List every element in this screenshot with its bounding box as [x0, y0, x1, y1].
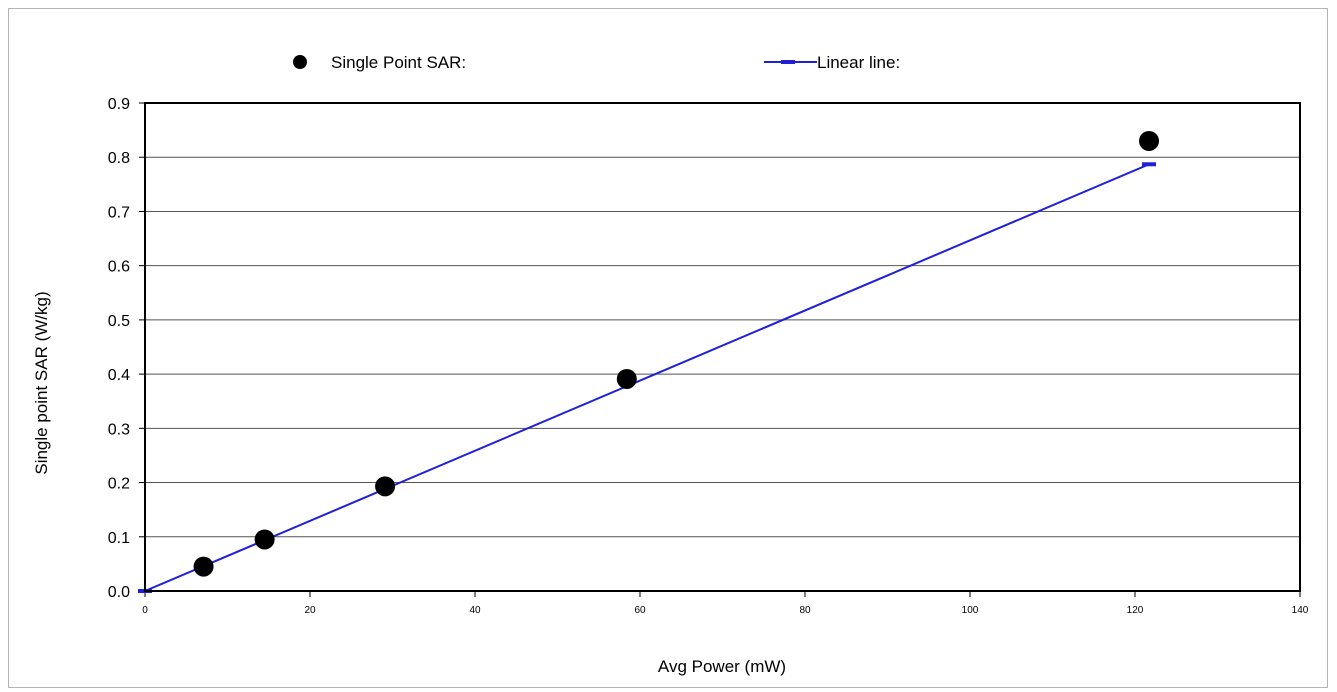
y-axis-title: Single point SAR (W/kg) — [32, 291, 51, 474]
sar-data-point-1 — [254, 529, 275, 550]
x-tick-label-5: 100 — [962, 605, 979, 616]
series-line-linear — [144, 163, 1150, 592]
grid-lines — [145, 156, 1300, 538]
series — [138, 130, 1160, 593]
x-tick-label-7: 140 — [1292, 605, 1309, 616]
y-tick-label-3: 0.3 — [108, 421, 130, 438]
x-tick-label-0: 0 — [142, 605, 148, 616]
y-tick-label-9: 0.9 — [108, 96, 130, 113]
y-tick-label-5: 0.5 — [108, 313, 130, 330]
sar-data-point-2 — [375, 476, 396, 497]
y-tick-label-4: 0.4 — [108, 367, 130, 384]
y-tick-label-0: 0.0 — [108, 584, 130, 601]
x-axis-ticks: 0 20 40 60 80 100 120 140 — [142, 591, 1309, 616]
x-axis-title: Avg Power (mW) — [658, 657, 786, 676]
legend-marker-single-point-sar — [293, 55, 307, 69]
legend-label-linear: Linear line: — [817, 53, 900, 72]
y-tick-label-1: 0.1 — [108, 530, 130, 547]
y-tick-label-6: 0.6 — [108, 259, 130, 276]
legend-label-single-point-sar: Single Point SAR: — [331, 53, 466, 72]
plot-area-border — [144, 102, 1301, 592]
sar-data-point-4 — [1139, 130, 1160, 151]
x-tick-label-1: 20 — [304, 605, 316, 616]
y-axis-ticks: 0.0 0.1 0.2 0.3 0.4 0.5 0.6 0.7 0.8 0.9 — [108, 96, 145, 601]
y-tick-label-7: 0.7 — [108, 204, 130, 221]
sar-data-point-3 — [616, 368, 637, 389]
legend: Single Point SAR: Linear line: — [293, 53, 900, 72]
x-tick-label-3: 60 — [634, 605, 646, 616]
chart-frame — [8, 8, 1328, 688]
x-tick-label-6: 120 — [1127, 605, 1144, 616]
x-tick-label-2: 40 — [469, 605, 481, 616]
x-tick-label-4: 80 — [799, 605, 811, 616]
sar-data-point-0 — [193, 556, 214, 577]
y-tick-label-8: 0.8 — [108, 150, 130, 167]
y-tick-label-2: 0.2 — [108, 476, 130, 493]
